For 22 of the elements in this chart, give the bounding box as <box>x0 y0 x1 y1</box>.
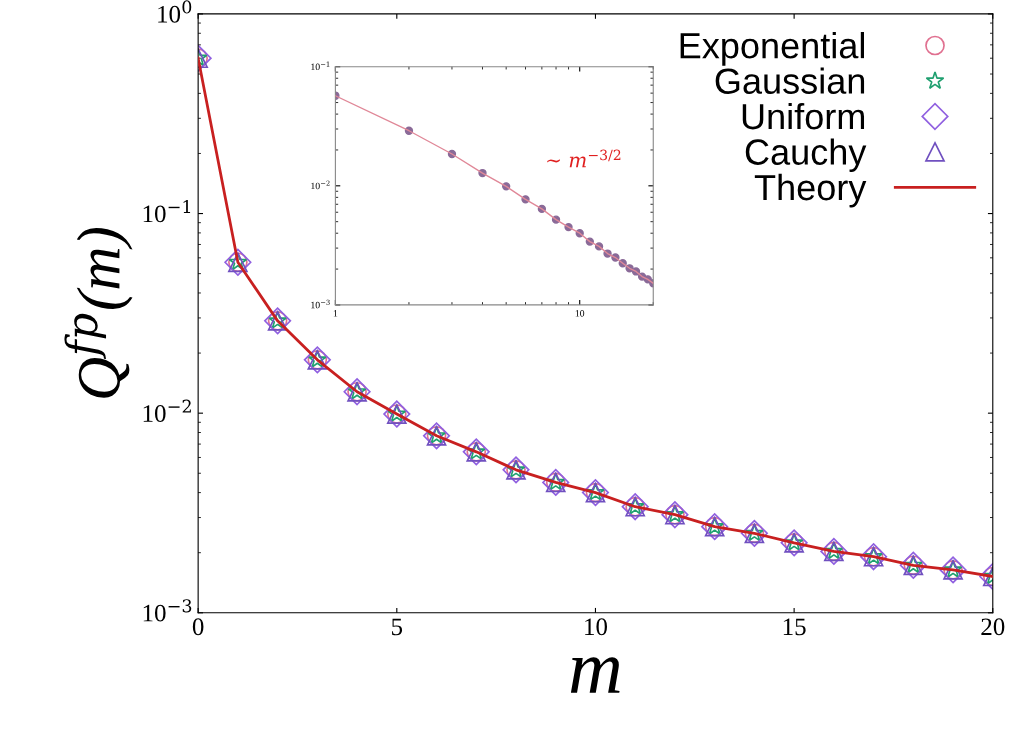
annotation: ∼ m$^{−3/2}$ <box>547 149 621 168</box>
legend-label: Uniform <box>742 102 865 130</box>
x-tick-label: 10 <box>585 618 608 636</box>
y-tick-label: 10$^{−1}$ <box>311 61 330 71</box>
legend-label: Theory <box>754 173 867 208</box>
legend-label: Exponential <box>680 31 864 66</box>
y-tick-label: 10$^{−3}$ <box>143 599 192 622</box>
x-tick-label: 5 <box>392 618 403 636</box>
x-tick-label: 10 <box>575 310 585 317</box>
x-tick-label: 0 <box>192 618 204 636</box>
y-tick-label: 10$^{−2}$ <box>143 399 191 422</box>
y-tick-label: 10$^{−1}$ <box>143 199 191 223</box>
x-tick-label: 20 <box>981 618 1005 636</box>
legend-label: Cauchy <box>745 138 867 173</box>
y-axis-title: Q$^{fp}$(m) <box>64 227 133 398</box>
legend-label: Gaussian <box>715 67 865 94</box>
x-axis-title: m <box>570 657 620 693</box>
x-tick-label: 15 <box>783 618 806 636</box>
y-tick-label: 10$^{0}$ <box>158 0 192 23</box>
y-tick-label: 10$^{−2}$ <box>311 180 330 190</box>
x-tick-label: 1 <box>333 310 338 317</box>
y-tick-label: 10$^{−3}$ <box>311 299 330 309</box>
